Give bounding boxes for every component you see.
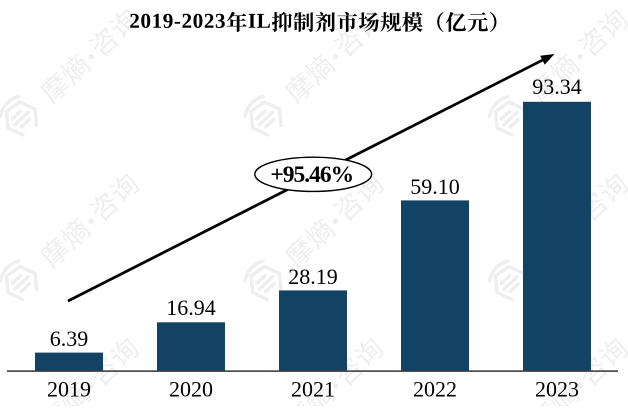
svg-text:2019: 2019 xyxy=(47,377,91,402)
svg-text:2023: 2023 xyxy=(535,377,579,402)
svg-text:6.39: 6.39 xyxy=(50,326,89,351)
svg-text:2022: 2022 xyxy=(413,377,457,402)
svg-text:59.10: 59.10 xyxy=(410,174,460,199)
svg-text:28.19: 28.19 xyxy=(288,264,338,289)
svg-text:2021: 2021 xyxy=(291,377,335,402)
svg-text:2020: 2020 xyxy=(169,377,213,402)
svg-text:+95.46%: +95.46% xyxy=(270,162,353,188)
svg-text:93.34: 93.34 xyxy=(532,74,582,99)
svg-text:16.94: 16.94 xyxy=(166,295,216,320)
